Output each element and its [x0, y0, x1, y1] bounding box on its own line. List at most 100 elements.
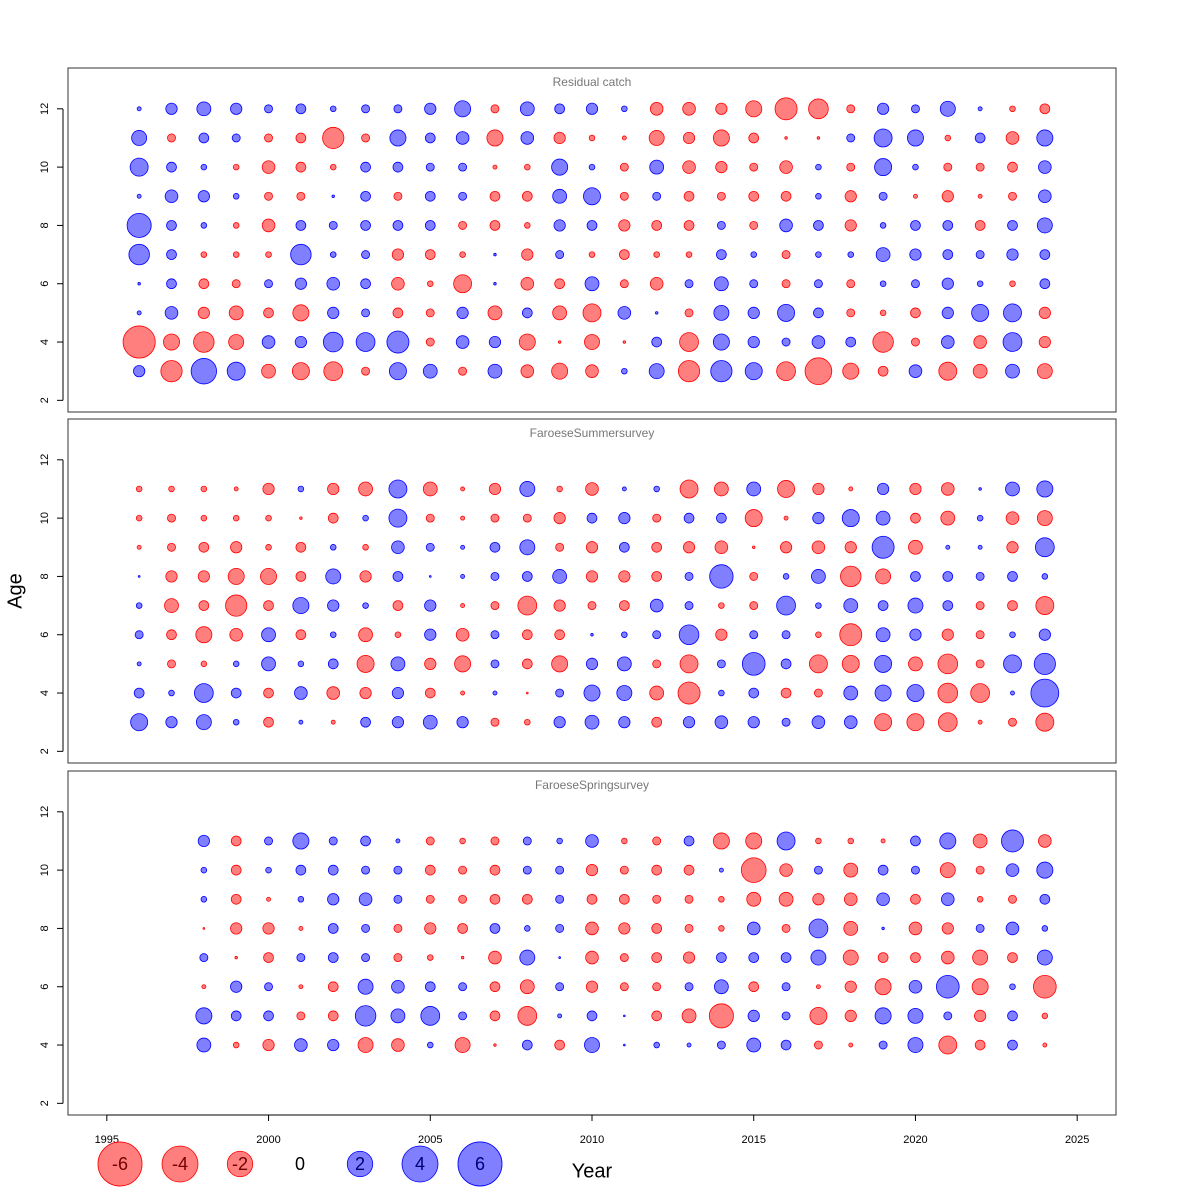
legend-bubble	[226, 1150, 254, 1178]
bubble	[261, 656, 276, 672]
bubble	[907, 597, 924, 614]
bubble	[715, 161, 728, 174]
bubble	[937, 682, 959, 704]
bubble	[718, 602, 725, 609]
bubble	[392, 307, 404, 319]
bubble	[648, 363, 665, 380]
bubble	[1038, 306, 1051, 319]
bubble	[616, 656, 632, 672]
bubble	[556, 837, 563, 845]
bubble	[361, 250, 371, 260]
bubble	[749, 571, 759, 581]
legend-bubble	[346, 1150, 374, 1178]
bubble	[526, 691, 529, 695]
bubble	[655, 311, 659, 315]
x-tick-label: 2020	[903, 1134, 927, 1146]
bubble	[519, 539, 536, 556]
bubble	[360, 190, 371, 202]
bubble	[909, 248, 922, 261]
bubble	[1001, 829, 1024, 853]
bubble	[718, 896, 725, 903]
bubble	[460, 544, 466, 550]
bubble	[292, 304, 310, 322]
bubble	[262, 482, 275, 496]
bubble	[361, 133, 371, 143]
bubble	[585, 102, 599, 115]
bubble	[202, 927, 206, 930]
bubble	[1008, 894, 1017, 904]
bubble	[524, 163, 531, 171]
bubble	[779, 863, 793, 877]
bubble	[906, 684, 925, 702]
bubble	[682, 160, 696, 174]
bubble	[652, 659, 662, 669]
bubble	[197, 834, 210, 848]
bubble	[296, 191, 306, 201]
bubble	[164, 189, 179, 204]
bubble	[230, 980, 243, 993]
bubble	[135, 602, 143, 609]
bubble	[682, 102, 696, 116]
bubble	[295, 864, 307, 876]
legend-label: -6	[112, 1154, 128, 1174]
bubble	[812, 482, 825, 496]
bubble	[1036, 861, 1054, 879]
bubble	[555, 542, 565, 552]
bubble	[1007, 161, 1018, 173]
bubble	[649, 276, 664, 291]
bubble	[747, 306, 760, 319]
bubble	[454, 1037, 471, 1053]
bubble	[843, 685, 859, 701]
bubble	[327, 482, 340, 496]
bubble	[456, 716, 469, 729]
bubble	[520, 276, 535, 291]
bubble	[200, 251, 208, 258]
bubble	[684, 279, 694, 289]
bubble	[424, 657, 437, 670]
bubble	[554, 103, 565, 115]
bubble	[1009, 105, 1016, 113]
bubble	[747, 1009, 760, 1022]
bubble	[874, 684, 892, 702]
bubble	[134, 630, 144, 640]
bubble	[229, 627, 243, 642]
bubble	[973, 335, 987, 349]
bubble	[490, 836, 500, 846]
bubble	[1005, 363, 1020, 379]
bubble	[356, 654, 375, 673]
bubble	[678, 624, 700, 645]
bubble	[619, 162, 629, 172]
bubble	[558, 956, 561, 959]
bubble	[354, 1005, 377, 1027]
bubble	[424, 599, 437, 612]
bubble	[554, 629, 565, 641]
bubble	[361, 865, 371, 875]
y-tick-label: 10	[39, 864, 51, 876]
bubble	[844, 1009, 857, 1022]
bubble	[425, 337, 435, 347]
bubble	[780, 687, 792, 699]
bubble	[126, 212, 152, 238]
bubble	[780, 952, 792, 963]
bubble	[585, 364, 599, 378]
bubble	[1005, 863, 1020, 877]
bubble	[972, 363, 988, 379]
bubble	[844, 980, 857, 993]
bubble	[911, 279, 920, 289]
bubble	[489, 190, 501, 202]
bubble	[874, 158, 893, 177]
bubble	[388, 362, 407, 381]
bubble	[232, 660, 240, 668]
bubble	[588, 251, 596, 258]
bubble	[521, 248, 534, 261]
bubble	[813, 688, 823, 698]
y-tick-label: 2	[39, 397, 51, 403]
bubble	[847, 251, 855, 258]
bubble	[168, 689, 175, 697]
y-tick-label: 4	[39, 690, 51, 696]
bubble	[808, 918, 829, 939]
bubble	[519, 979, 535, 995]
bubble	[264, 982, 273, 992]
bubble	[359, 686, 372, 700]
bubble	[913, 193, 918, 199]
